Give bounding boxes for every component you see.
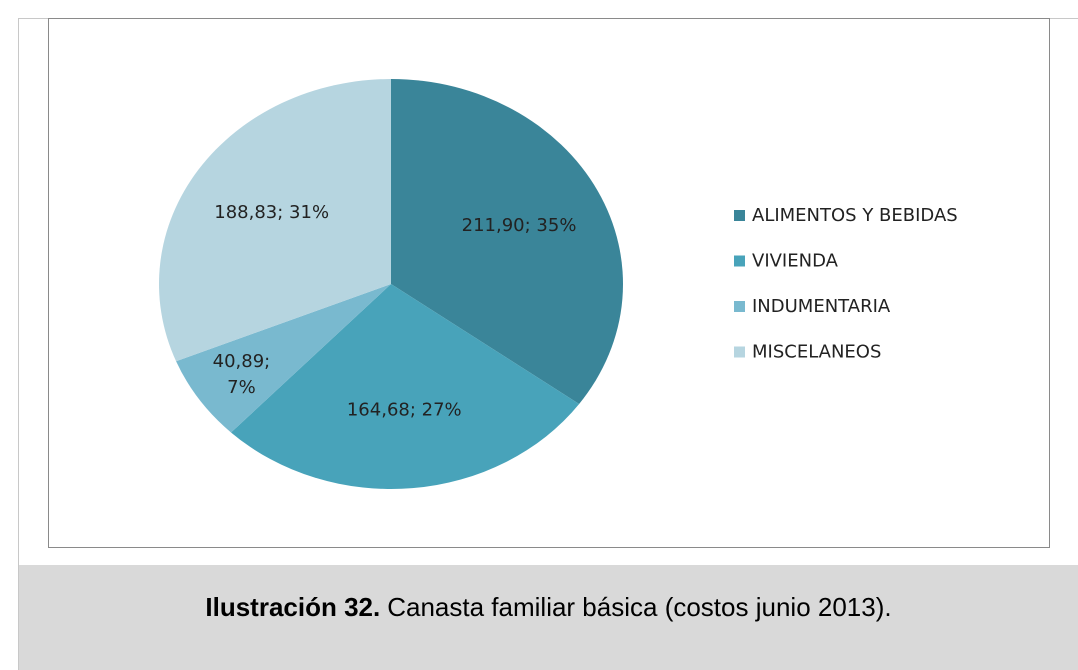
pie-slice xyxy=(158,79,391,362)
legend-label: VIVIENDA xyxy=(752,251,839,272)
legend-swatch xyxy=(734,210,745,221)
legend-label: INDUMENTARIA xyxy=(752,296,891,317)
caption-label: Ilustración 32. xyxy=(205,592,381,622)
legend-label: ALIMENTOS Y BEBIDAS xyxy=(752,205,958,226)
pie-slice xyxy=(391,79,623,404)
pie-slice xyxy=(231,284,580,489)
pie-slice xyxy=(176,284,391,433)
data-label: 40,89; 7% xyxy=(213,351,271,398)
chart-box: 211,90; 35% 164,68; 27% 40,89; 7% 188,83; 31… xyxy=(48,18,1050,548)
data-label: 211,90; 35% xyxy=(462,215,577,236)
caption: Ilustración 32. Canasta familiar básica (… xyxy=(19,565,1078,670)
legend-swatch xyxy=(734,346,745,358)
data-label: 164,68; 27% xyxy=(347,400,462,421)
data-label: 188,83; 31% xyxy=(214,202,329,223)
chart: 211,90; 35% 164,68; 27% 40,89; 7% 188,83; 31… xyxy=(158,79,958,489)
legend-label: MISCELANEOS xyxy=(752,342,881,363)
legend-swatch xyxy=(734,255,745,267)
caption-text: Canasta familiar básica (costos junio 20… xyxy=(387,592,892,622)
legend-swatch xyxy=(734,301,745,312)
